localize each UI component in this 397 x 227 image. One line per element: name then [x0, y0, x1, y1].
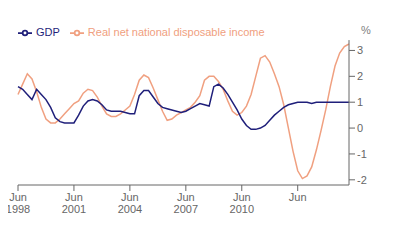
- svg-text:Jun: Jun: [289, 191, 307, 203]
- svg-text:0: 0: [357, 122, 363, 134]
- svg-text:-1: -1: [357, 148, 367, 160]
- svg-text:%: %: [361, 24, 371, 36]
- svg-text:Jun1998: Jun1998: [8, 191, 30, 215]
- html-text:GDP: GDP: [36, 26, 60, 38]
- svg-text:-2: -2: [357, 174, 367, 186]
- svg-text:Jun2010: Jun2010: [230, 191, 254, 215]
- html-text:Real net national disposable i: Real net national disposable income: [87, 26, 265, 38]
- svg-text:1: 1: [357, 96, 363, 108]
- svg-text:Jun2007: Jun2007: [174, 191, 198, 215]
- svg-text:3: 3: [357, 44, 363, 56]
- svg-text:Jun2004: Jun2004: [118, 191, 142, 215]
- svg-text:Jun2001: Jun2001: [62, 191, 86, 215]
- svg-text:2: 2: [357, 70, 363, 82]
